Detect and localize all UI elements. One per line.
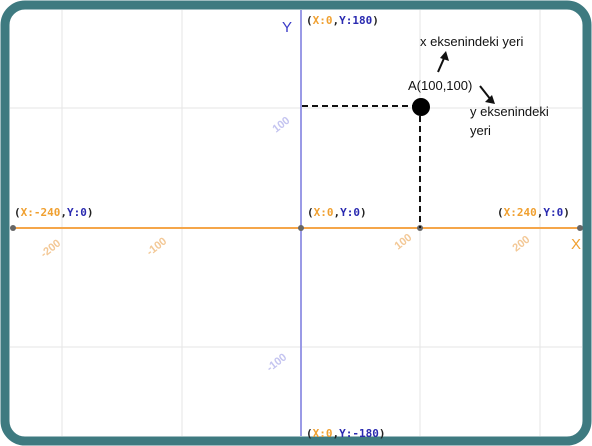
- point-a-dot: [412, 98, 430, 116]
- top-coordinate-label: (X:0,Y:180): [306, 14, 379, 27]
- x-axis-name: X: [571, 236, 581, 253]
- x-annotation-arrow-head: [440, 51, 449, 61]
- left-coordinate-label: (X:-240,Y:0): [14, 206, 94, 219]
- y-annotation-arrow-shaft: [479, 85, 492, 101]
- x-position-annotation: x eksenindeki yeri: [420, 34, 523, 49]
- origin-dot: [298, 225, 304, 231]
- y-position-annotation-line2: yeri: [470, 123, 491, 138]
- grid: [10, 10, 582, 436]
- right-coordinate-label: (X:240,Y:0): [497, 206, 570, 219]
- right-end-dot: [577, 225, 583, 231]
- bottom-coordinate-label: (X:0,Y:-180): [306, 427, 386, 440]
- y-position-annotation-line1: y eksenindeki: [470, 104, 549, 119]
- y-axis-name: Y: [282, 19, 292, 36]
- left-end-dot: [10, 225, 16, 231]
- point-a-label: A(100,100): [408, 78, 472, 93]
- origin-coordinate-label: (X:0,Y:0): [307, 206, 367, 219]
- y-annotation-arrow-head: [485, 95, 495, 104]
